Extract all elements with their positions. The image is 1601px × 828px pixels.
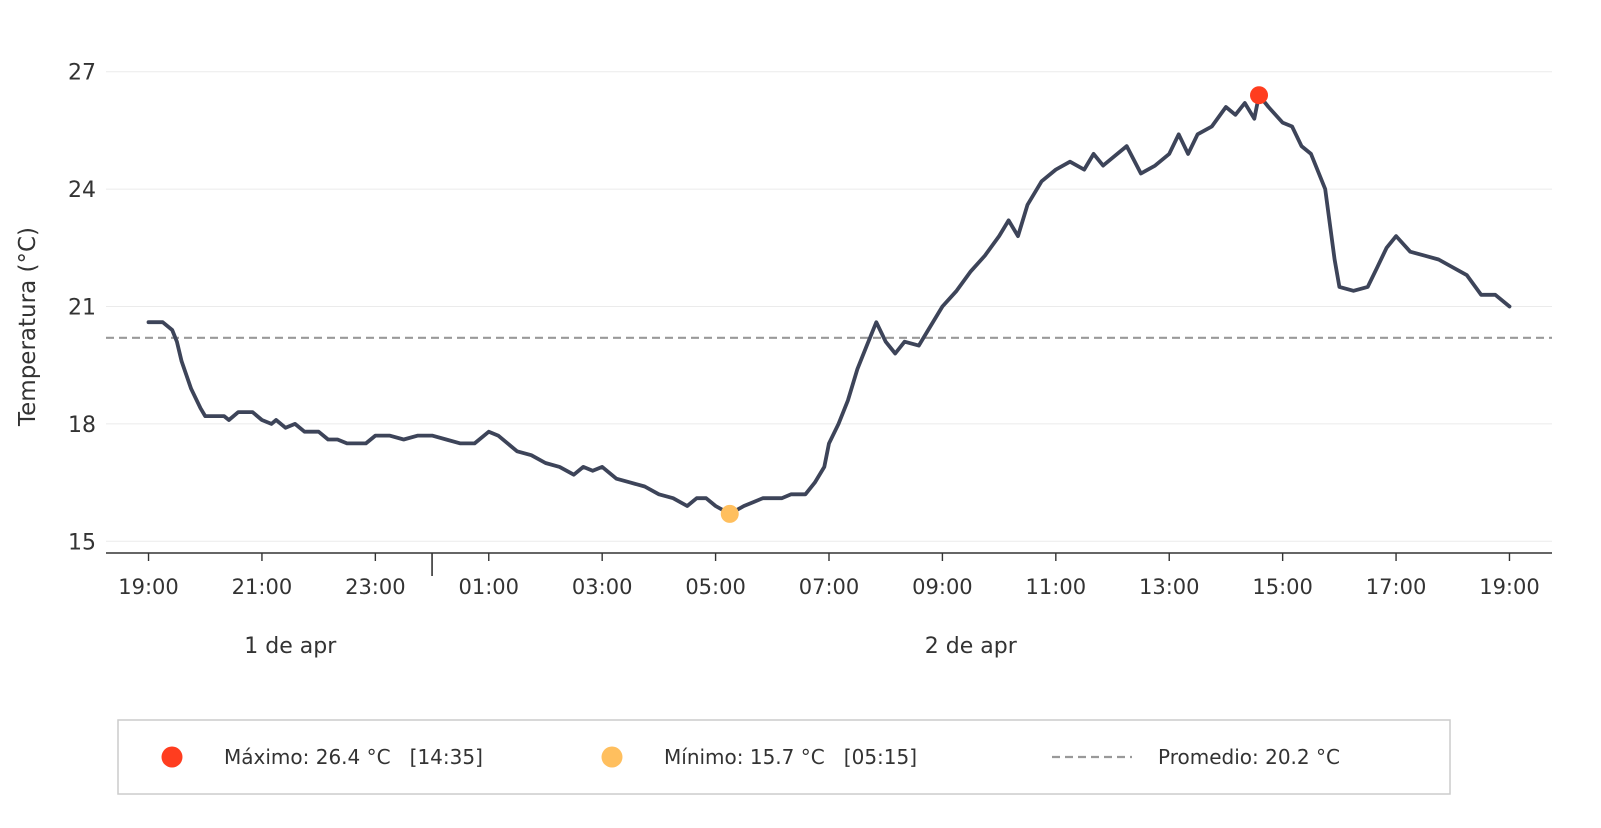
x-tick-label: 19:00: [118, 575, 179, 599]
x-tick-label: 09:00: [912, 575, 973, 599]
legend-box: [117, 719, 1451, 795]
x-tick-label: 13:00: [1139, 575, 1200, 599]
grid-lines: [106, 71, 1552, 542]
x-tick-label: 07:00: [799, 575, 860, 599]
y-tick-label: 24: [68, 178, 96, 203]
x-axis: 19:00 21:00 23:00 01:00 03:00 05:00 07:00 09:00…: [106, 552, 1552, 659]
legend-label: Máximo: 26.4 °C [14:35]: [224, 745, 483, 769]
y-tick-label: 15: [68, 530, 96, 555]
max-marker: [1250, 86, 1269, 105]
y-tick-label: 18: [68, 413, 96, 438]
day-label: 2 de apr: [925, 634, 1018, 659]
legend-min-swatch: [601, 746, 623, 768]
x-tick-label: 03:00: [572, 575, 633, 599]
day-label: 1 de apr: [244, 634, 337, 659]
min-marker: [720, 504, 739, 523]
x-tick-label: 21:00: [232, 575, 293, 599]
legend-label: Mínimo: 15.7 °C [05:15]: [664, 745, 917, 769]
y-axis: 15 18 21 24 27: [68, 61, 96, 556]
temperature-series-line: [146, 93, 1512, 516]
x-tick-label: 19:00: [1479, 575, 1540, 599]
legend-max-swatch: [161, 746, 183, 768]
legend: Máximo: 26.4 °C [14:35] Mínimo: 15.7 °C […: [117, 719, 1451, 795]
x-tick-label: 17:00: [1366, 575, 1427, 599]
x-tick-label: 01:00: [458, 575, 519, 599]
y-tick-label: 21: [68, 296, 96, 321]
x-tick-label: 05:00: [685, 575, 746, 599]
y-tick-label: 27: [68, 61, 96, 86]
x-tick-label: 11:00: [1026, 575, 1087, 599]
x-tick-label: 15:00: [1252, 575, 1313, 599]
x-tick-label: 23:00: [345, 575, 406, 599]
legend-label: Promedio: 20.2 °C: [1158, 745, 1340, 769]
y-axis-title: Temperatura (°C): [15, 227, 41, 427]
